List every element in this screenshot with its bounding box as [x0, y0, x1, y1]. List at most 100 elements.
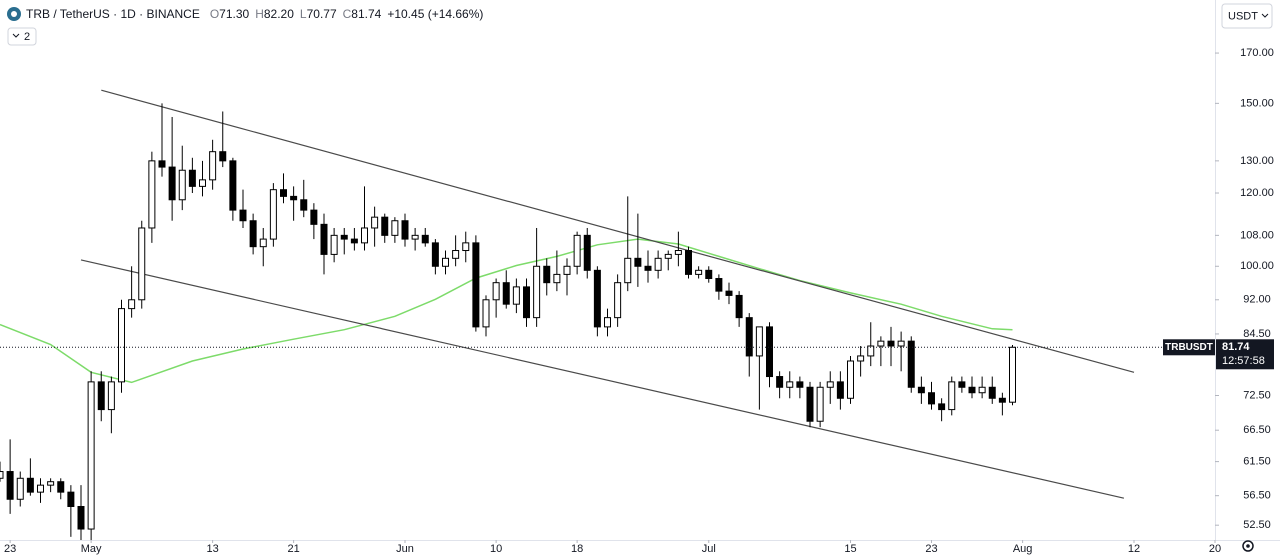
- candle-body: [97, 381, 105, 411]
- candle-body: [219, 151, 227, 162]
- y-tick-label: 66.50: [1243, 424, 1271, 436]
- candle-body: [806, 386, 814, 422]
- symbol: TRB / TetherUS · 1D · BINANCE: [26, 7, 200, 21]
- candle-body: [614, 282, 622, 319]
- candle-body: [37, 484, 44, 493]
- candle-body: [928, 392, 935, 405]
- candle-body: [452, 250, 460, 259]
- candle-body: [239, 209, 247, 222]
- candle-body: [411, 234, 419, 240]
- candle-body: [745, 317, 753, 357]
- candle-body: [776, 376, 784, 388]
- candle-body: [685, 250, 692, 275]
- candle-body: [897, 340, 905, 347]
- candle-body: [857, 355, 865, 362]
- candle-body: [47, 481, 55, 486]
- candle-body: [958, 381, 966, 388]
- candle-body: [573, 234, 581, 267]
- chevron: [1261, 13, 1269, 18]
- candle-body: [543, 265, 551, 284]
- x-tick-label: 18: [571, 543, 583, 555]
- ohlc-key: O: [210, 7, 219, 21]
- symbol-tag: [1163, 339, 1215, 356]
- candle-body: [290, 195, 298, 201]
- candle-body: [77, 505, 85, 530]
- candle-body: [593, 269, 601, 328]
- candle-body: [917, 386, 925, 394]
- candle-body: [209, 151, 217, 181]
- candle-body: [361, 227, 368, 244]
- y-tick-label: 61.50: [1243, 456, 1271, 468]
- candle-body: [16, 477, 24, 500]
- candle-body: [644, 265, 652, 271]
- y-tick-label: 56.50: [1243, 490, 1271, 502]
- candle-body: [725, 290, 733, 296]
- candle-body: [877, 340, 885, 347]
- candle-body: [948, 381, 956, 411]
- candle-body: [786, 381, 794, 388]
- ohlc-value: 70.77: [307, 7, 337, 21]
- currency-button[interactable]: [1221, 3, 1273, 29]
- y-tick-label: 52.50: [1243, 519, 1271, 531]
- candle-body: [502, 282, 510, 305]
- header: TRB / TetherUS · 1D · BINANCE O71.30 H82.2…: [26, 7, 483, 21]
- indicator-count: 2: [24, 31, 30, 43]
- price-tag-text: 81.74: [1222, 341, 1250, 353]
- x-tick-label: 10: [490, 543, 502, 555]
- candle-body: [533, 265, 541, 319]
- candle-body: [766, 326, 773, 378]
- y-tick-label: 72.50: [1243, 389, 1271, 401]
- ohlc-value: 71.30: [219, 7, 249, 21]
- candle-body: [6, 471, 14, 500]
- candle-body: [259, 238, 267, 248]
- ohlc-key: H: [255, 7, 264, 21]
- candle-body: [604, 317, 611, 328]
- candle-body: [107, 381, 115, 411]
- y-tick-label: 100.00: [1240, 260, 1274, 272]
- y-tick-label: 84.50: [1243, 328, 1271, 340]
- candle-body: [199, 179, 206, 187]
- candle-body: [938, 403, 946, 411]
- candle-body: [968, 386, 976, 394]
- candle-body: [816, 386, 824, 422]
- candle-body: [249, 220, 257, 248]
- change: +10.45 (+14.66%): [387, 7, 483, 21]
- candle-body: [391, 220, 399, 236]
- x-tick-label: May: [81, 543, 102, 555]
- x-tick-label: 23: [925, 543, 937, 555]
- candle-body: [128, 299, 136, 310]
- candle-body: [695, 269, 703, 275]
- candle-body: [340, 234, 348, 240]
- candle-body: [310, 209, 318, 225]
- candle-body: [0, 471, 4, 479]
- y-tick-label: 92.00: [1243, 294, 1271, 306]
- x-tick-label: Jul: [702, 543, 716, 555]
- candle-body: [563, 265, 571, 275]
- candle-body: [118, 308, 125, 383]
- candle-body: [67, 491, 75, 507]
- indicator-toggle[interactable]: [7, 27, 37, 46]
- x-tick-label: Aug: [1013, 543, 1033, 555]
- plot-area: [0, 89, 1215, 540]
- candle-body: [847, 360, 854, 399]
- candle-body: [462, 242, 470, 252]
- candle-body: [371, 216, 379, 229]
- candle-body: [280, 189, 287, 197]
- candle-body: [664, 253, 672, 259]
- x-tick-label: 21: [288, 543, 300, 555]
- candle-body: [978, 386, 986, 394]
- candle-body: [350, 238, 358, 244]
- candle-body: [624, 257, 632, 284]
- candle-body: [583, 234, 591, 271]
- settings-icon[interactable]: [1242, 540, 1254, 552]
- candle-body: [836, 381, 844, 399]
- y-tick-label: 150.00: [1240, 97, 1274, 109]
- candle-body: [87, 381, 95, 530]
- candle-body: [998, 397, 1006, 403]
- candle-body: [826, 381, 834, 388]
- candle-body: [26, 477, 34, 493]
- candle-body: [654, 257, 662, 271]
- ohlc-value: 82.20: [264, 7, 294, 21]
- symbol-icon-inner: [11, 11, 17, 17]
